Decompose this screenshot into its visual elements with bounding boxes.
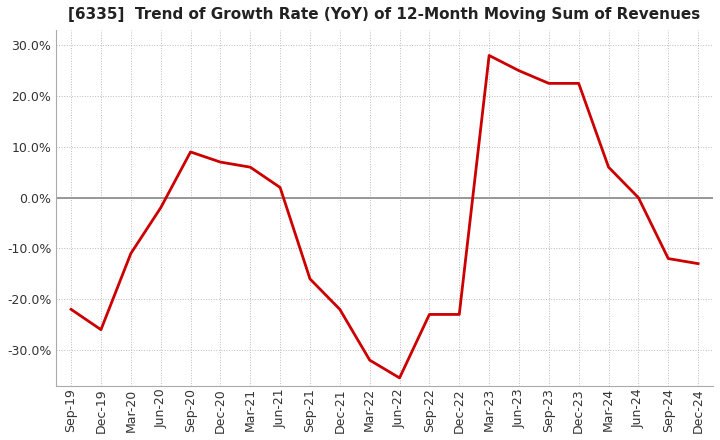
Title: [6335]  Trend of Growth Rate (YoY) of 12-Month Moving Sum of Revenues: [6335] Trend of Growth Rate (YoY) of 12-… — [68, 7, 701, 22]
